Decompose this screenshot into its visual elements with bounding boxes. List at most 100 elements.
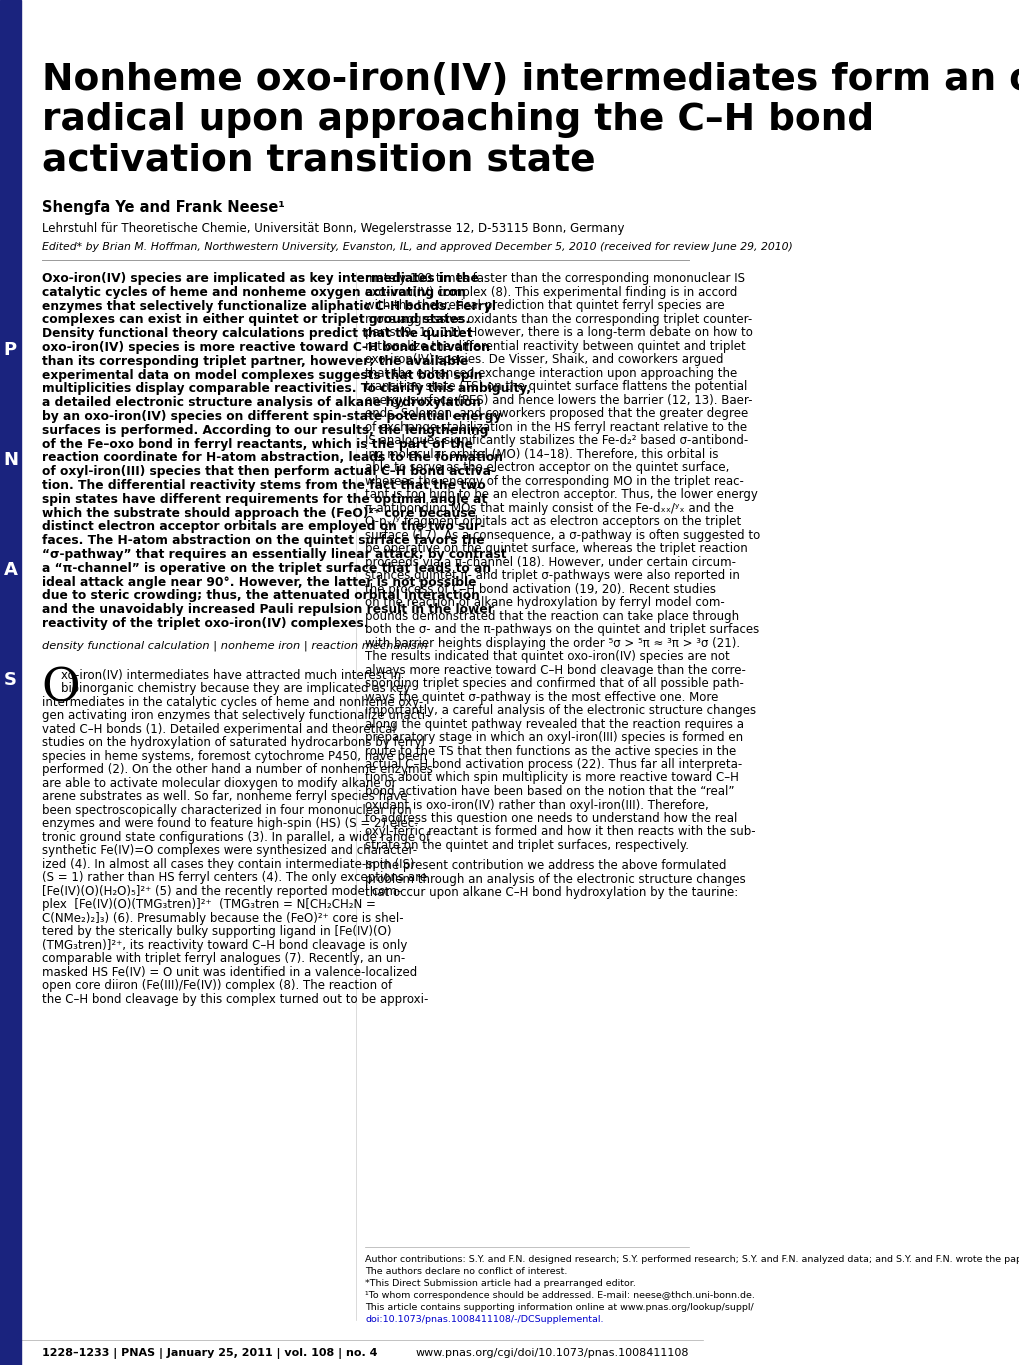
Text: doi:10.1073/pnas.1008411108/-/DCSupplemental.: doi:10.1073/pnas.1008411108/-/DCSuppleme… (365, 1314, 603, 1324)
Text: The results indicated that quintet oxo-iron(IV) species are not: The results indicated that quintet oxo-i… (365, 650, 730, 663)
Text: masked HS Fe(IV) = O unit was identified in a valence-localized: masked HS Fe(IV) = O unit was identified… (42, 966, 417, 979)
Text: 1228–1233 | PNAS | January 25, 2011 | vol. 108 | no. 4: 1228–1233 | PNAS | January 25, 2011 | vo… (42, 1349, 377, 1360)
Text: and the unavoidably increased Pauli repulsion result in the lower: and the unavoidably increased Pauli repu… (42, 603, 493, 616)
Text: Author contributions: S.Y. and F.N. designed research; S.Y. performed research; : Author contributions: S.Y. and F.N. desi… (365, 1254, 1019, 1264)
Text: that occur upon alkane C–H bond hydroxylation by the taurine:: that occur upon alkane C–H bond hydroxyl… (365, 886, 738, 900)
Text: plex  [Fe(IV)(O)(TMG₃tren)]²⁺  (TMG₃tren = N[CH₂CH₂N =: plex [Fe(IV)(O)(TMG₃tren)]²⁺ (TMG₃tren =… (42, 898, 375, 912)
Text: parts (9, 10, 11). However, there is a long-term debate on how to: parts (9, 10, 11). However, there is a l… (365, 326, 752, 339)
Text: spin states have different requirements for the optimal angle at: spin states have different requirements … (42, 493, 486, 506)
Text: due to steric crowding; thus, the attenuated orbital interaction: due to steric crowding; thus, the attenu… (42, 590, 479, 602)
Text: reactivity of the triplet oxo-iron(IV) complexes.: reactivity of the triplet oxo-iron(IV) c… (42, 617, 368, 631)
Text: importantly, a careful analysis of the electronic structure changes: importantly, a careful analysis of the e… (365, 704, 755, 717)
Text: oxo-iron(IV) species is more reactive toward C–H bond activation: oxo-iron(IV) species is more reactive to… (42, 341, 489, 354)
Text: pounds demonstrated that the reaction can take place through: pounds demonstrated that the reaction ca… (365, 610, 739, 622)
Text: “σ-pathway” that requires an essentially linear attack; by contrast: “σ-pathway” that requires an essentially… (42, 547, 505, 561)
Text: of the Fe–oxo bond in ferryl reactants, which is the part of the: of the Fe–oxo bond in ferryl reactants, … (42, 438, 472, 450)
Text: radical upon approaching the C–H bond: radical upon approaching the C–H bond (42, 102, 873, 138)
Text: both the σ- and the π-pathways on the quintet and triplet surfaces: both the σ- and the π-pathways on the qu… (365, 622, 759, 636)
Text: tions about which spin multiplicity is more reactive toward C–H: tions about which spin multiplicity is m… (365, 771, 739, 785)
Text: of exchange stabilization in the HS ferryl reactant relative to the: of exchange stabilization in the HS ferr… (365, 420, 747, 434)
Text: studies on the hydroxylation of saturated hydrocarbons by ferryl: studies on the hydroxylation of saturate… (42, 736, 424, 749)
Text: xo-iron(IV) intermediates have attracted much interest in: xo-iron(IV) intermediates have attracted… (61, 669, 401, 681)
Text: ized (4). In almost all cases they contain intermediate-spin (IS): ized (4). In almost all cases they conta… (42, 857, 414, 871)
Text: activation transition state: activation transition state (42, 142, 595, 177)
Text: rationalize the differential reactivity between quintet and triplet: rationalize the differential reactivity … (365, 340, 745, 352)
Text: a detailed electronic structure analysis of alkane hydroxylation: a detailed electronic structure analysis… (42, 396, 480, 410)
Text: enzymes and were found to feature high-spin (HS) (S = 2) elec-: enzymes and were found to feature high-s… (42, 818, 418, 830)
Text: performed (2). On the other hand a number of nonheme enzymes: performed (2). On the other hand a numbe… (42, 763, 432, 777)
Text: of oxyl-iron(III) species that then perform actual C–H bond activa-: of oxyl-iron(III) species that then perf… (42, 465, 495, 478)
Text: bond activation have been based on the notion that the “real”: bond activation have been based on the n… (365, 785, 734, 799)
Text: more aggressive oxidants than the corresponding triplet counter-: more aggressive oxidants than the corres… (365, 313, 752, 325)
Text: strate on the quintet and triplet surfaces, respectively.: strate on the quintet and triplet surfac… (365, 839, 689, 852)
Text: (TMG₃tren)]²⁺, its reactivity toward C–H bond cleavage is only: (TMG₃tren)]²⁺, its reactivity toward C–H… (42, 939, 407, 951)
Text: proceeds via a π-channel (18). However, under certain circum-: proceeds via a π-channel (18). However, … (365, 556, 736, 568)
Text: are able to activate molecular dioxygen to modify alkane or: are able to activate molecular dioxygen … (42, 777, 395, 790)
Text: mately 100 times faster than the corresponding mononuclear IS: mately 100 times faster than the corresp… (365, 272, 745, 285)
Text: than its corresponding triplet partner, however; the available: than its corresponding triplet partner, … (42, 355, 468, 367)
Text: the C–H bond cleavage by this complex turned out to be approxi-: the C–H bond cleavage by this complex tu… (42, 992, 428, 1006)
Text: The authors declare no conflict of interest.: The authors declare no conflict of inter… (365, 1267, 567, 1276)
Text: oxidant is oxo-iron(IV) rather than oxyl-iron(III). Therefore,: oxidant is oxo-iron(IV) rather than oxyl… (365, 799, 708, 812)
Text: comparable with triplet ferryl analogues (7). Recently, an un-: comparable with triplet ferryl analogues… (42, 953, 405, 965)
Text: gen activating iron enzymes that selectively functionalize unacti-: gen activating iron enzymes that selecti… (42, 710, 429, 722)
Text: experimental data on model complexes suggests that both spin: experimental data on model complexes sug… (42, 369, 482, 382)
Text: O: O (42, 666, 81, 711)
Text: intermediates in the catalytic cycles of heme and nonheme oxy-: intermediates in the catalytic cycles of… (42, 696, 423, 708)
Text: be operative on the quintet surface, whereas the triplet reaction: be operative on the quintet surface, whe… (365, 542, 747, 556)
Text: surface (17). As a consequence, a σ-pathway is often suggested to: surface (17). As a consequence, a σ-path… (365, 528, 760, 542)
Text: tion. The differential reactivity stems from the fact that the two: tion. The differential reactivity stems … (42, 479, 485, 491)
Text: S: S (4, 672, 17, 689)
Text: surfaces is performed. According to our results, the lengthening: surfaces is performed. According to our … (42, 423, 488, 437)
Text: This article contains supporting information online at www.pnas.org/lookup/suppl: This article contains supporting informa… (365, 1304, 753, 1312)
Text: [Fe(IV)(O)(H₂O)₅]²⁺ (5) and the recently reported model com-: [Fe(IV)(O)(H₂O)₅]²⁺ (5) and the recently… (42, 885, 400, 898)
Text: Edited* by Brian M. Hoffman, Northwestern University, Evanston, IL, and approved: Edited* by Brian M. Hoffman, Northwester… (42, 242, 792, 253)
Text: energy surface (PES) and hence lowers the barrier (12, 13). Baer-: energy surface (PES) and hence lowers th… (365, 393, 752, 407)
Text: complexes can exist in either quintet or triplet ground states.: complexes can exist in either quintet or… (42, 314, 470, 326)
Text: Lehrstuhl für Theoretische Chemie, Universität Bonn, Wegelerstrasse 12, D-53115 : Lehrstuhl für Theoretische Chemie, Unive… (42, 222, 624, 235)
Text: sponding triplet species and confirmed that of all possible path-: sponding triplet species and confirmed t… (365, 677, 743, 689)
Text: ends, Solomon, and coworkers proposed that the greater degree: ends, Solomon, and coworkers proposed th… (365, 407, 748, 420)
Text: P: P (4, 341, 17, 359)
Text: π-antibonding MOs that mainly consist of the Fe-dₓₓ/ʸₓ and the: π-antibonding MOs that mainly consist of… (365, 501, 734, 515)
Text: always more reactive toward C–H bond cleavage than the corre-: always more reactive toward C–H bond cle… (365, 663, 745, 677)
Text: multiplicities display comparable reactivities. To clarify this ambiguity,: multiplicities display comparable reacti… (42, 382, 530, 396)
Text: reaction coordinate for H-atom abstraction, leads to the formation: reaction coordinate for H-atom abstracti… (42, 452, 502, 464)
Text: on the reaction of alkane hydroxylation by ferryl model com-: on the reaction of alkane hydroxylation … (365, 597, 725, 609)
Text: whereas the energy of the corresponding MO in the triplet reac-: whereas the energy of the corresponding … (365, 475, 743, 487)
Text: In the present contribution we address the above formulated: In the present contribution we address t… (365, 859, 726, 872)
Text: transition state (TS) on the quintet surface flattens the potential: transition state (TS) on the quintet sur… (365, 379, 747, 393)
Text: problem through an analysis of the electronic structure changes: problem through an analysis of the elect… (365, 872, 745, 886)
Text: Oxo-iron(IV) species are implicated as key intermediates in the: Oxo-iron(IV) species are implicated as k… (42, 272, 478, 285)
Text: with barrier heights displaying the order ⁵σ > ⁵π ≈ ³π > ³σ (21).: with barrier heights displaying the orde… (365, 636, 740, 650)
Text: O-pₓ/ʸ fragment orbitals act as electron acceptors on the triplet: O-pₓ/ʸ fragment orbitals act as electron… (365, 515, 741, 528)
Text: preparatory stage in which an oxyl-iron(III) species is formed en: preparatory stage in which an oxyl-iron(… (365, 732, 743, 744)
Text: species in heme systems, foremost cytochrome P450, have been: species in heme systems, foremost cytoch… (42, 749, 426, 763)
Text: been spectroscopically characterized in four mononuclear iron: been spectroscopically characterized in … (42, 804, 411, 816)
Text: ways the quintet σ-pathway is the most effective one. More: ways the quintet σ-pathway is the most e… (365, 691, 717, 703)
Text: with the theoretical prediction that quintet ferryl species are: with the theoretical prediction that qui… (365, 299, 725, 313)
Text: oxyl-ferric reactant is formed and how it then reacts with the sub-: oxyl-ferric reactant is formed and how i… (365, 826, 755, 838)
Text: ing molecular orbital (MO) (14–18). Therefore, this orbital is: ing molecular orbital (MO) (14–18). Ther… (365, 448, 718, 460)
Text: bioinorganic chemistry because they are implicated as key: bioinorganic chemistry because they are … (61, 682, 410, 695)
Text: oxo-iron(IV) complex (8). This experimental finding is in accord: oxo-iron(IV) complex (8). This experimen… (365, 285, 737, 299)
Text: N: N (3, 450, 18, 470)
Text: arene substrates as well. So far, nonheme ferryl species have: arene substrates as well. So far, nonhem… (42, 790, 407, 803)
Text: route to the TS that then functions as the active species in the: route to the TS that then functions as t… (365, 744, 736, 758)
Text: A: A (3, 561, 17, 579)
Text: tronic ground state configurations (3). In parallel, a wide range of: tronic ground state configurations (3). … (42, 831, 429, 844)
Text: (S = 1) rather than HS ferryl centers (4). The only exceptions are: (S = 1) rather than HS ferryl centers (4… (42, 871, 426, 885)
Text: Density functional theory calculations predict that the quintet: Density functional theory calculations p… (42, 328, 472, 340)
Text: Nonheme oxo-iron(IV) intermediates form an oxyl: Nonheme oxo-iron(IV) intermediates form … (42, 61, 1019, 98)
Text: that the enhanced exchange interaction upon approaching the: that the enhanced exchange interaction u… (365, 366, 737, 379)
Text: catalytic cycles of heme and nonheme oxygen activating iron: catalytic cycles of heme and nonheme oxy… (42, 285, 465, 299)
Text: to address this question one needs to understand how the real: to address this question one needs to un… (365, 812, 737, 824)
Text: Shengfa Ye and Frank Neese¹: Shengfa Ye and Frank Neese¹ (42, 201, 284, 216)
Text: distinct electron acceptor orbitals are employed on the two sur-: distinct electron acceptor orbitals are … (42, 520, 484, 534)
Text: along the quintet pathway revealed that the reaction requires a: along the quintet pathway revealed that … (365, 718, 744, 730)
Text: C(NMe₂)₂]₃) (6). Presumably because the (FeO)²⁺ core is shel-: C(NMe₂)₂]₃) (6). Presumably because the … (42, 912, 403, 925)
Text: open core diiron (Fe(III)/Fe(IV)) complex (8). The reaction of: open core diiron (Fe(III)/Fe(IV)) comple… (42, 979, 391, 992)
Text: stances quintet π- and triplet σ-pathways were also reported in: stances quintet π- and triplet σ-pathway… (365, 569, 740, 581)
Text: *This Direct Submission article had a prearranged editor.: *This Direct Submission article had a pr… (365, 1279, 636, 1289)
Text: enzymes that selectively functionalize aliphatic C–H bonds. Ferryl: enzymes that selectively functionalize a… (42, 299, 495, 313)
